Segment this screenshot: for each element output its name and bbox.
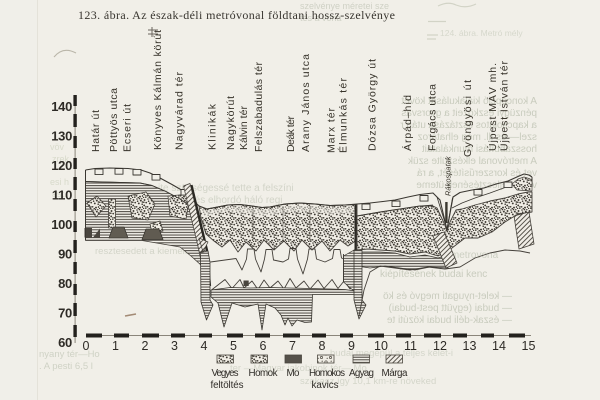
svg-text:Könyves Kálmán körút: Könyves Kálmán körút <box>152 30 164 150</box>
svg-text:Határ út: Határ út <box>90 110 102 152</box>
svg-text:szakasz így 10,1 km-re növeked: szakasz így 10,1 km-re növeked <box>300 376 436 387</box>
svg-text:123. ábra. Az észak-déli metró: 123. ábra. Az észak-déli metróvonal föld… <box>78 8 395 22</box>
svg-text:. A pesti 6,5 l: . A pesti 6,5 l <box>39 361 93 372</box>
svg-text:kavics: kavics <box>312 380 339 391</box>
svg-text:Élmunkás tér: Élmunkás tér <box>337 78 350 154</box>
svg-text:Kálvin tér: Kálvin tér <box>238 106 250 151</box>
svg-text:A koncepció kialakulását követ: A koncepció kialakulását követ <box>401 96 537 107</box>
svg-text:Pöttyös utca: Pöttyös utca <box>108 88 120 152</box>
svg-text:130: 130 <box>51 129 72 144</box>
svg-text:Klinikák: Klinikák <box>207 103 219 150</box>
svg-text:vöv: vöv <box>50 142 65 152</box>
svg-text:4: 4 <box>201 339 208 353</box>
svg-text:15: 15 <box>522 339 536 353</box>
svg-text:ást.: ást. <box>52 189 67 199</box>
svg-text:1: 1 <box>112 339 119 353</box>
svg-text:Gyöngyösi út: Gyöngyösi út <box>462 80 474 157</box>
svg-text:70: 70 <box>58 306 72 321</box>
svg-text:hosszabbítási munkálatait: hosszabbítási munkálatait <box>422 144 537 155</box>
svg-text:124. ábra. Metró mély: 124. ábra. Metró mély <box>440 28 523 38</box>
svg-text:— kelet-nyugati megvó és kö: — kelet-nyugati megvó és kö <box>383 291 512 302</box>
svg-text:nyany tér—Ho: nyany tér—Ho <box>39 349 100 360</box>
svg-text:tés a vona: tés a vona <box>300 13 342 23</box>
svg-text:13: 13 <box>463 339 477 353</box>
svg-text:zrek: zrek <box>52 154 70 164</box>
svg-text:Árpád–híd: Árpád–híd <box>401 95 414 151</box>
svg-text:140: 140 <box>51 99 72 114</box>
svg-text:Arany János utca: Arany János utca <box>300 54 312 152</box>
svg-text:resztesedett a kiemelt ki: resztesedett a kiemelt ki <box>95 246 197 257</box>
svg-text:Forgács utca: Forgács utca <box>427 84 439 151</box>
svg-text:esi h: esi h <box>50 177 69 187</box>
svg-text:Újpest MÁV mh.: Újpest MÁV mh. <box>486 63 499 151</box>
svg-text:— észak-déli budai közúti te: — észak-déli budai közúti te <box>386 315 512 326</box>
svg-text:Homok: Homok <box>249 368 278 379</box>
svg-text:kiépítésének budai kenc: kiépítésének budai kenc <box>380 269 487 280</box>
svg-text:110: 110 <box>52 188 72 203</box>
svg-text:— budai (együtt pest-budai): — budai (együtt pest-budai) <box>389 303 512 314</box>
svg-text:szel— és ill. még elhatároz: szel— és ill. még elhatároz <box>418 132 538 143</box>
svg-text:Rákospatak: Rákospatak <box>444 155 453 196</box>
svg-text:szelvénye méretei sze: szelvénye méretei sze <box>300 1 389 11</box>
svg-text:10: 10 <box>374 339 388 353</box>
svg-text:80: 80 <box>58 276 72 291</box>
svg-text:Felszabadulás tér: Felszabadulás tér <box>253 62 265 153</box>
svg-text:5: 5 <box>230 339 237 353</box>
svg-text:Marx tér: Marx tér <box>326 108 338 154</box>
svg-text:budai megépül a teljes kelet-i: budai megépül a teljes kelet-i <box>330 348 453 359</box>
svg-text:90: 90 <box>58 247 72 262</box>
svg-text:7: 7 <box>289 339 296 353</box>
svg-text:6: 6 <box>260 339 267 353</box>
svg-text:ter —Magyar jakobinok tér— Mo: ter —Magyar jakobinok tér— Mo <box>230 363 367 374</box>
svg-text:60: 60 <box>58 335 72 350</box>
svg-text:Deák tér: Deák tér <box>285 116 297 153</box>
svg-text:Márga: Márga <box>382 368 409 379</box>
svg-text:8: 8 <box>319 339 326 353</box>
svg-text:vábbi fejlesztésének üteme: vábbi fejlesztésének üteme <box>416 180 537 191</box>
svg-text:9: 9 <box>348 339 355 353</box>
svg-text:a kapcsolatos tisztázása után: a kapcsolatos tisztázása után r <box>400 120 537 131</box>
svg-text:100: 100 <box>51 217 72 232</box>
svg-text:A metrovona: A metrovona <box>442 250 499 261</box>
svg-text:11: 11 <box>404 339 417 353</box>
svg-text:2: 2 <box>142 339 149 353</box>
svg-text:Dózsa György út: Dózsa György út <box>367 59 379 151</box>
svg-text:Homokos: Homokos <box>309 368 345 379</box>
svg-text:és a rá- és elhordó háló regi: és a rá- és elhordó háló regi <box>158 195 283 206</box>
svg-text:Ecseri út: Ecseri út <box>122 104 134 152</box>
svg-text:Agyag: Agyag <box>349 368 374 379</box>
svg-text:feltöltés: feltöltés <box>211 380 244 391</box>
svg-text:Újpest István tér: Újpest István tér <box>498 61 511 152</box>
svg-text:ite szükségessé tette a felszí: ite szükségessé tette a felszíni <box>158 183 294 194</box>
svg-text:vet és korszerűsítését, a rá: vet és korszerűsítését, a rá <box>417 168 537 179</box>
svg-text:Mo: Mo <box>287 368 301 379</box>
svg-text:3: 3 <box>171 339 178 353</box>
svg-text:0: 0 <box>83 339 90 353</box>
svg-text:pénzügyi eszközeit a gyorsvas: pénzügyi eszközeit a gyorsvas <box>401 108 537 119</box>
svg-text:120: 120 <box>51 158 72 173</box>
svg-text:14: 14 <box>492 339 506 353</box>
svg-text:12: 12 <box>433 339 447 353</box>
svg-text:Vegyes: Vegyes <box>212 368 239 379</box>
svg-text:A metróvonal elkészülte szük: A metróvonal elkészülte szük <box>407 156 537 167</box>
svg-text:Nagykörút: Nagykörút <box>225 96 237 150</box>
svg-text:Nagyvárad tér: Nagyvárad tér <box>174 72 186 151</box>
